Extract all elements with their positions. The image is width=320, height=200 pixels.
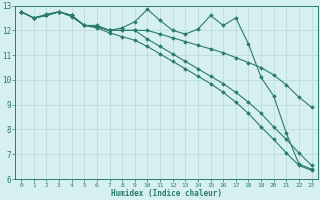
- X-axis label: Humidex (Indice chaleur): Humidex (Indice chaleur): [111, 189, 222, 198]
